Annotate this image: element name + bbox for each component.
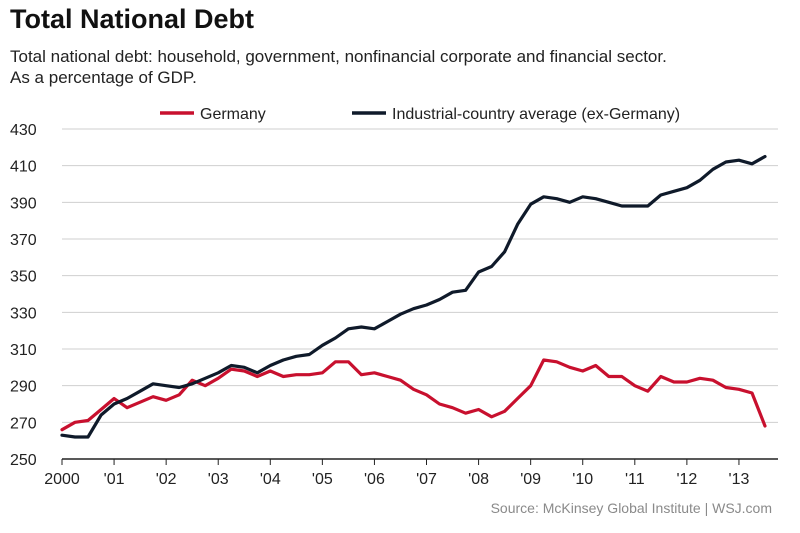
x-tick-label: '06 xyxy=(364,471,385,488)
x-tick-label: 2000 xyxy=(44,471,80,488)
x-tick-label: '05 xyxy=(312,471,333,488)
source-note: Source: McKinsey Global Institute | WSJ.… xyxy=(490,500,772,516)
x-tick-label: '04 xyxy=(260,471,281,488)
y-tick-label: 410 xyxy=(10,159,37,176)
chart-subtitle: Total national debt: household, governme… xyxy=(10,46,667,88)
series-lines xyxy=(60,154,767,439)
x-tick-label: '11 xyxy=(625,471,645,488)
x-tick-label: '10 xyxy=(572,471,593,488)
legend-label: Industrial-country average (ex-Germany) xyxy=(392,106,680,123)
chart-title: Total National Debt xyxy=(10,4,255,34)
x-axis-ticks: 2000 '01 '02 '03 '04 '05 '06 '07 '08 '09 '10 '11 '12… xyxy=(44,459,749,488)
y-axis-ticks: 250 270 290 310 330 350 370 390 410 430 xyxy=(10,122,37,469)
series-line-industrial-average xyxy=(60,154,767,439)
subtitle-line-1: Total national debt: household, governme… xyxy=(10,47,667,66)
series-line-germany xyxy=(60,358,767,432)
x-tick-label: '01 xyxy=(104,471,125,488)
y-tick-label: 310 xyxy=(10,342,37,359)
y-tick-label: 330 xyxy=(10,305,37,322)
y-tick-label: 430 xyxy=(10,122,37,139)
x-tick-label: '13 xyxy=(729,471,750,488)
y-tick-label: 250 xyxy=(10,452,37,469)
gridlines xyxy=(62,128,778,460)
x-tick-label: '03 xyxy=(208,471,229,488)
x-tick-label: '09 xyxy=(520,471,541,488)
y-tick-label: 370 xyxy=(10,232,37,249)
legend: Germany Industrial-country average (ex-Ge… xyxy=(160,106,680,123)
x-tick-label: '08 xyxy=(468,471,489,488)
y-tick-label: 350 xyxy=(10,269,37,286)
x-tick-label: '12 xyxy=(676,471,697,488)
x-tick-label: '02 xyxy=(156,471,177,488)
subtitle-line-2: As a percentage of GDP. xyxy=(10,68,197,87)
y-tick-label: 390 xyxy=(10,195,37,212)
y-tick-label: 290 xyxy=(10,379,37,396)
x-tick-label: '07 xyxy=(416,471,437,488)
legend-label: Germany xyxy=(200,106,266,123)
y-tick-label: 270 xyxy=(10,415,37,432)
